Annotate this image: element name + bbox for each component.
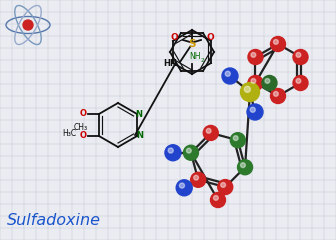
Circle shape (213, 196, 218, 200)
Circle shape (230, 133, 245, 148)
Circle shape (221, 183, 225, 187)
Text: O: O (206, 32, 214, 42)
Circle shape (293, 49, 308, 65)
Text: NH: NH (189, 52, 201, 61)
Text: HN: HN (163, 60, 177, 68)
Circle shape (186, 148, 191, 153)
Circle shape (270, 36, 286, 52)
Circle shape (203, 126, 218, 140)
Circle shape (238, 160, 253, 175)
Circle shape (265, 78, 270, 83)
Circle shape (179, 183, 184, 188)
Text: N: N (136, 132, 143, 140)
Circle shape (247, 104, 263, 120)
Text: 2: 2 (201, 58, 204, 63)
Circle shape (274, 40, 278, 44)
Text: H₃C: H₃C (62, 130, 76, 138)
Circle shape (191, 172, 206, 187)
Circle shape (296, 78, 301, 83)
Text: O: O (170, 32, 178, 42)
Text: O: O (79, 131, 86, 139)
Text: O: O (79, 108, 86, 118)
Circle shape (176, 180, 192, 196)
Circle shape (270, 89, 286, 103)
Circle shape (274, 91, 278, 96)
Circle shape (293, 76, 308, 90)
Circle shape (296, 53, 301, 57)
Circle shape (251, 53, 256, 57)
Circle shape (248, 76, 263, 90)
Text: S: S (188, 39, 196, 49)
Circle shape (218, 180, 233, 195)
Text: Sulfadoxine: Sulfadoxine (7, 213, 101, 228)
Circle shape (206, 128, 211, 133)
Circle shape (225, 71, 230, 76)
Circle shape (165, 145, 181, 161)
Circle shape (244, 86, 250, 92)
Circle shape (23, 20, 33, 30)
Text: CH₃: CH₃ (74, 124, 88, 132)
Circle shape (194, 175, 199, 180)
Circle shape (233, 136, 238, 140)
Text: N: N (135, 110, 142, 120)
Circle shape (168, 148, 173, 153)
Circle shape (183, 145, 199, 160)
Circle shape (241, 163, 245, 168)
Circle shape (262, 76, 277, 90)
Circle shape (241, 83, 259, 102)
Circle shape (210, 192, 225, 208)
Circle shape (222, 68, 238, 84)
Circle shape (250, 107, 255, 112)
Circle shape (248, 49, 263, 65)
Circle shape (251, 78, 256, 83)
